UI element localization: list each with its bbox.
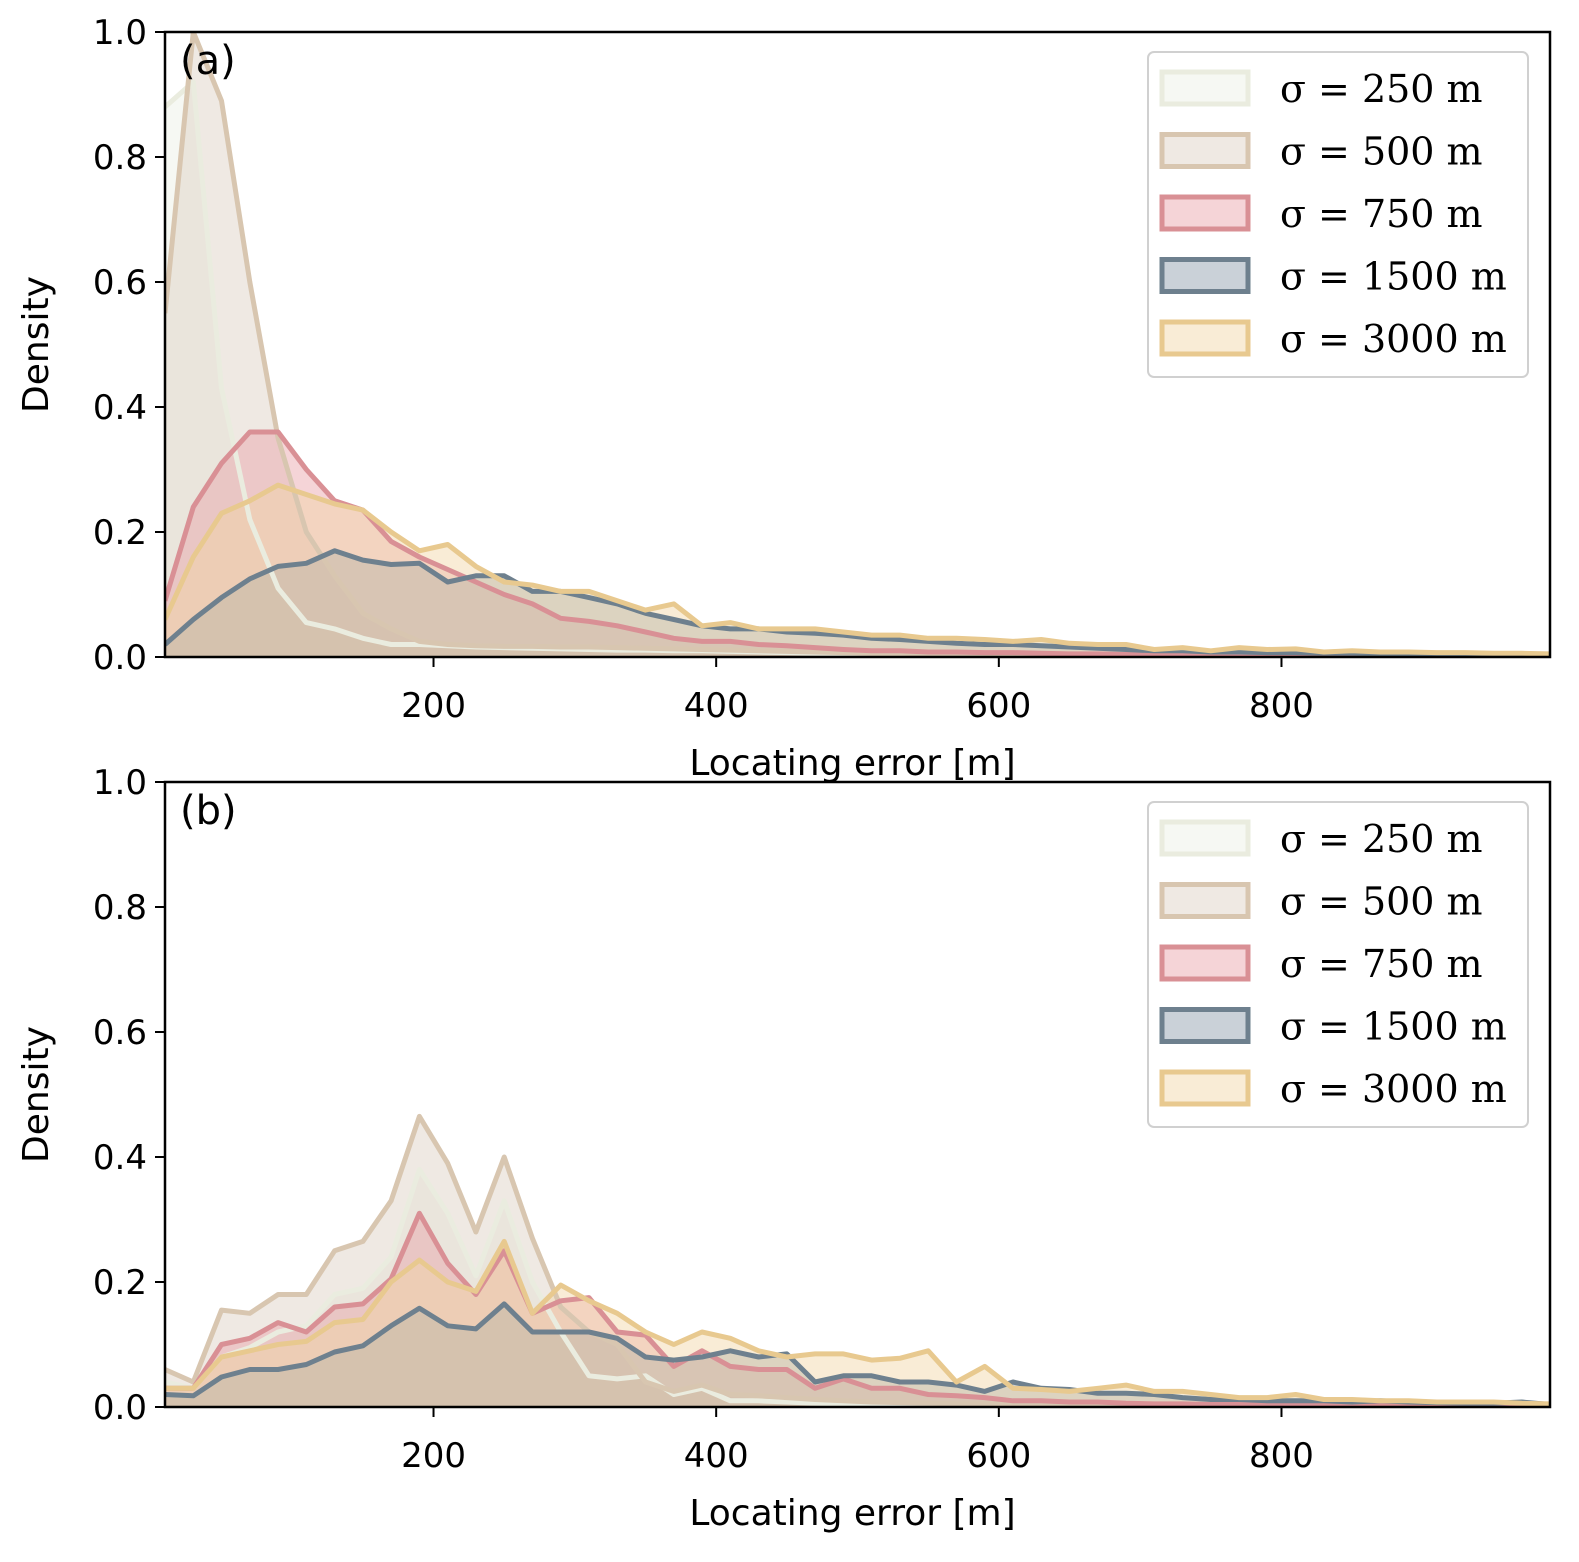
y-tick-label: 1.0	[93, 13, 147, 53]
legend-swatch	[1159, 194, 1251, 232]
series-line-4	[165, 1238, 1550, 1407]
panel-b: 0.0 0.2 0.4 0.6 0.8 1.0 200 400 600 800 Locating e…	[16, 763, 1552, 1534]
legend: σ = 250 m σ = 500 m σ = 750 m σ = 1500 m σ =…	[1147, 801, 1529, 1128]
x-tick-label: 800	[1249, 1436, 1314, 1476]
legend-swatch	[1159, 319, 1251, 357]
series-line-4	[165, 482, 1550, 657]
x-tick-label: 600	[966, 1436, 1031, 1476]
x-axis-label: Locating error [m]	[689, 1493, 1015, 1534]
series-area-3	[165, 550, 1550, 657]
series-line-2	[165, 1210, 1550, 1407]
legend-label: σ = 750 m	[1280, 942, 1483, 986]
panel-a: 0.0 0.2 0.4 0.6 0.8 1.0 200 400 600 800 Locating e…	[16, 13, 1552, 784]
series-area-0	[165, 1169, 1550, 1407]
panel-label: (a)	[180, 38, 236, 84]
legend-label: σ = 500 m	[1280, 130, 1483, 174]
legend-swatch	[1159, 132, 1251, 169]
panel-label: (b)	[180, 788, 237, 834]
y-tick-label: 0.2	[93, 513, 147, 553]
y-tick-label: 1.0	[93, 763, 147, 803]
series-area-2	[165, 432, 1550, 657]
x-tick-label: 600	[966, 686, 1031, 726]
legend-swatch	[1159, 1007, 1251, 1044]
series-area-2	[165, 1213, 1550, 1407]
plot-area	[165, 1113, 1550, 1407]
y-tick-label: 0.8	[93, 888, 147, 928]
series-area-4	[165, 485, 1550, 657]
y-axis-label: Density	[16, 1026, 57, 1163]
x-tick-label: 400	[684, 1436, 749, 1476]
legend-swatch	[1159, 944, 1251, 982]
axes-frame	[163, 780, 1552, 1409]
series-area-3	[165, 1303, 1550, 1407]
legend-label: σ = 250 m	[1280, 817, 1483, 861]
y-tick-label: 0.4	[93, 388, 147, 428]
legend-label: σ = 750 m	[1280, 192, 1483, 236]
legend-label: σ = 3000 m	[1280, 1067, 1507, 1111]
y-tick-label: 0.6	[93, 263, 147, 303]
legend-swatch	[1159, 882, 1251, 919]
x-tick-label: 200	[401, 1436, 466, 1476]
series-area-4	[165, 1241, 1550, 1407]
legend-swatch	[1159, 1069, 1251, 1107]
legend-label: σ = 1500 m	[1280, 1005, 1507, 1049]
legend-swatch	[1159, 257, 1251, 294]
legend-swatch	[1159, 819, 1251, 857]
y-axis-label: Density	[16, 276, 57, 413]
y-tick-label: 0.4	[93, 1138, 147, 1178]
y-tick-label: 0.0	[93, 638, 147, 678]
y-tick-label: 0.2	[93, 1263, 147, 1303]
legend-swatch	[1159, 69, 1251, 107]
x-tick-label: 400	[684, 686, 749, 726]
x-tick-label: 200	[401, 686, 466, 726]
legend-label: σ = 3000 m	[1280, 317, 1507, 361]
legend-label: σ = 1500 m	[1280, 255, 1507, 299]
x-tick-label: 800	[1249, 686, 1314, 726]
y-tick-label: 0.8	[93, 138, 147, 178]
series-area-1	[165, 1116, 1550, 1407]
legend-label: σ = 500 m	[1280, 880, 1483, 924]
axes-frame	[163, 30, 1552, 659]
legend: σ = 250 m σ = 500 m σ = 750 m σ = 1500 m σ =…	[1147, 51, 1529, 378]
series-area-1	[165, 32, 1550, 657]
legend-label: σ = 250 m	[1280, 67, 1483, 111]
y-tick-label: 0.6	[93, 1013, 147, 1053]
x-axis-label: Locating error [m]	[689, 743, 1015, 784]
y-tick-label: 0.0	[93, 1388, 147, 1428]
